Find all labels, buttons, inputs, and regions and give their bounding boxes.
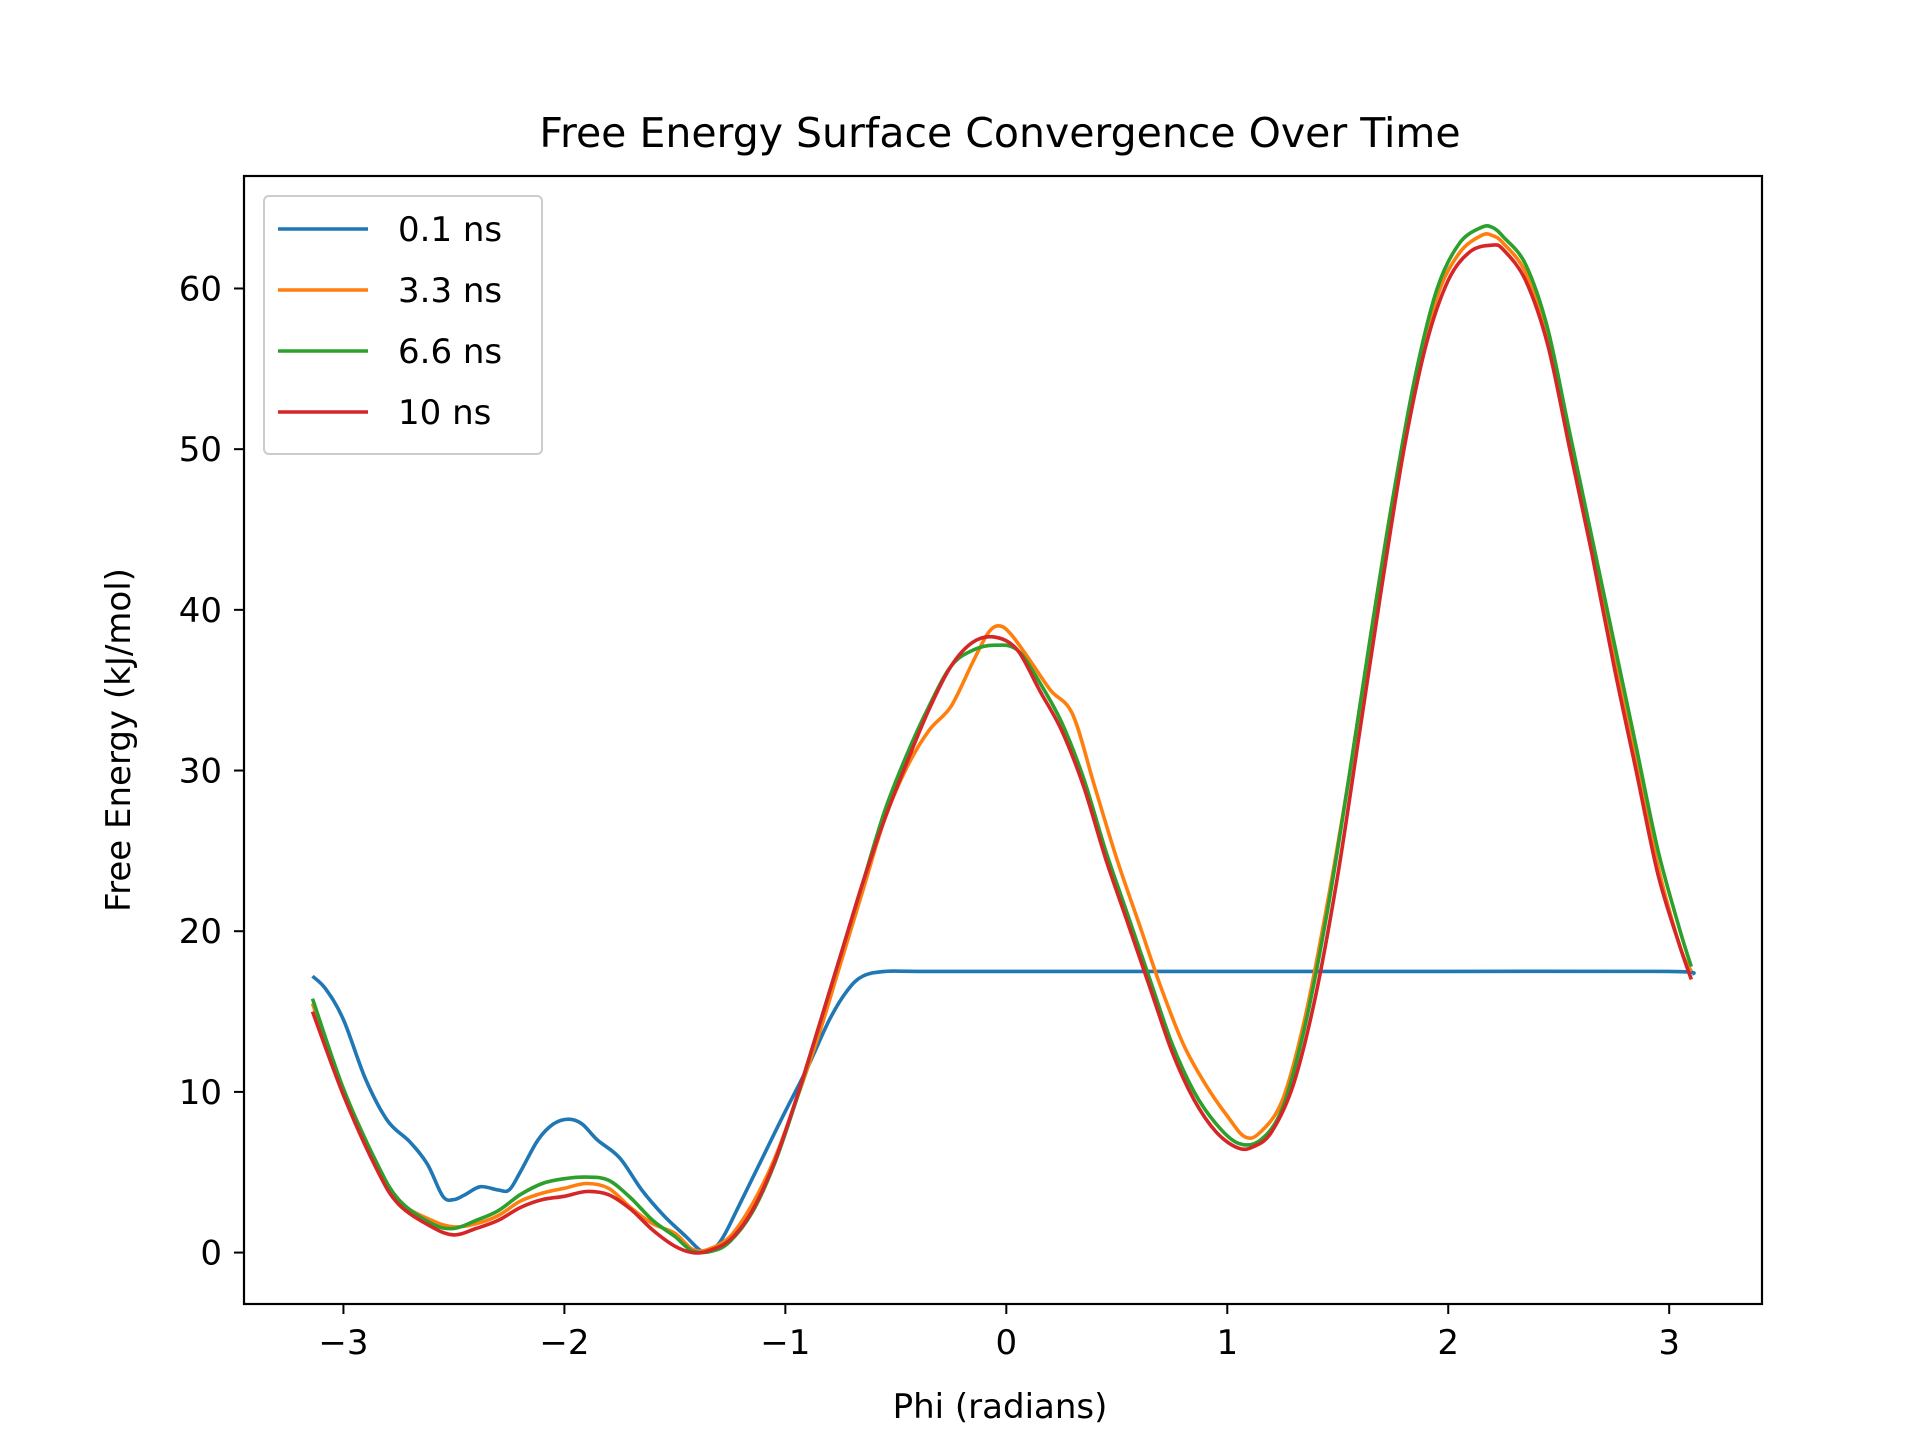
legend-label: 0.1 ns xyxy=(398,210,502,250)
x-tick-label: −3 xyxy=(318,1323,368,1363)
y-axis-ticks: 0 10 20 30 40 50 60 xyxy=(179,269,244,1274)
legend-label: 3.3 ns xyxy=(398,271,502,311)
y-tick-label: 30 xyxy=(179,752,222,792)
x-tick-label: 1 xyxy=(1216,1323,1238,1363)
y-tick-label: 40 xyxy=(179,591,222,631)
series-line-4 xyxy=(310,243,1694,1255)
x-tick-label: 0 xyxy=(995,1323,1017,1363)
x-tick-label: 2 xyxy=(1437,1323,1459,1363)
plot-area: −3 −2 −1 0 1 2 3 0 10 20 30 40 50 60 xyxy=(179,174,1764,1363)
y-tick-label: 10 xyxy=(179,1073,222,1113)
x-axis-ticks: −3 −2 −1 0 1 2 3 xyxy=(318,1304,1680,1363)
x-tick-label: 3 xyxy=(1658,1323,1680,1363)
y-tick-label: 50 xyxy=(179,430,222,470)
legend-label: 6.6 ns xyxy=(398,332,502,372)
y-tick-label: 0 xyxy=(200,1234,222,1274)
series-line-3 xyxy=(310,223,1694,1255)
y-tick-label: 60 xyxy=(179,269,222,309)
series-layer xyxy=(310,223,1696,1255)
legend-box xyxy=(263,195,543,455)
series-line-1 xyxy=(311,969,1696,1254)
legend-label: 10 ns xyxy=(398,393,491,433)
y-tick-label: 20 xyxy=(179,912,222,952)
plot-frame xyxy=(242,174,1764,1306)
chart-title: Free Energy Surface Convergence Over Tim… xyxy=(539,109,1460,157)
legend: 0.1 ns 3.3 ns 6.6 ns 10 ns xyxy=(263,195,543,455)
x-tick-label: −1 xyxy=(760,1323,810,1363)
series-line-2 xyxy=(310,232,1693,1253)
y-axis-label: Free Energy (kJ/mol) xyxy=(99,568,139,912)
x-tick-label: −2 xyxy=(539,1323,589,1363)
x-axis-label: Phi (radians) xyxy=(893,1387,1108,1427)
